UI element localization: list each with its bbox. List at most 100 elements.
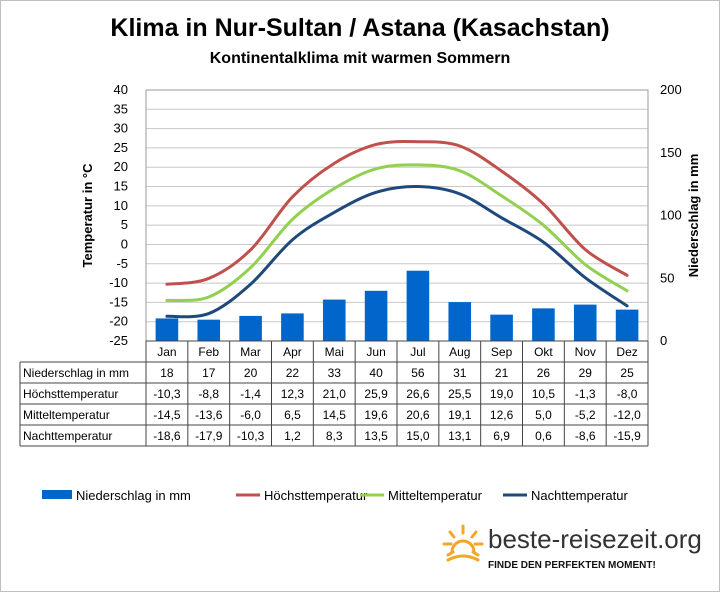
table-cell: 12,6 bbox=[490, 408, 514, 422]
table-cell: 5,0 bbox=[535, 408, 552, 422]
table-cell: -8,0 bbox=[617, 387, 638, 401]
precip-bar bbox=[281, 313, 304, 341]
table-cell: 21,0 bbox=[323, 387, 347, 401]
precip-bar bbox=[448, 302, 472, 341]
precip-bar bbox=[532, 308, 555, 341]
x-category-label: Jul bbox=[410, 345, 425, 359]
sun-icon bbox=[442, 524, 484, 562]
table-cell: 6,5 bbox=[284, 408, 301, 422]
table-cell: -14,5 bbox=[153, 408, 181, 422]
y-left-tick-label: -20 bbox=[109, 314, 128, 329]
x-category-label: Mar bbox=[240, 345, 261, 359]
mean-temp-line bbox=[165, 163, 629, 303]
x-category-label: Feb bbox=[198, 345, 219, 359]
table-cell: 40 bbox=[369, 366, 383, 380]
plot-area bbox=[145, 89, 649, 342]
legend-label: Höchsttemperatur bbox=[264, 488, 368, 503]
legend-label: Mitteltemperatur bbox=[388, 488, 483, 503]
brand-slogan: FINDE DEN PERFEKTEN MOMENT! bbox=[488, 560, 656, 571]
table-row-label: Niederschlag in mm bbox=[23, 366, 129, 380]
y-right-tick-label: 50 bbox=[660, 270, 674, 285]
table-row-label: Nachttemperatur bbox=[23, 429, 112, 443]
brand-name[interactable]: beste-reisezeit.org bbox=[488, 524, 702, 554]
table-cell: 26 bbox=[537, 366, 551, 380]
y-right-tick-label: 150 bbox=[660, 145, 682, 160]
table-cell: 8,3 bbox=[326, 429, 343, 443]
table-cell: 31 bbox=[453, 366, 467, 380]
table-cell: 25 bbox=[620, 366, 634, 380]
table-cell: -18,6 bbox=[153, 429, 181, 443]
y-left-tick-label: 35 bbox=[114, 101, 128, 116]
table-cell: 20 bbox=[244, 366, 258, 380]
legend-swatch bbox=[42, 490, 72, 499]
table-cell: -10,3 bbox=[237, 429, 265, 443]
table-cell: -8,6 bbox=[575, 429, 596, 443]
table-cell: 1,2 bbox=[284, 429, 301, 443]
table-cell: -12,0 bbox=[613, 408, 641, 422]
x-category-label: Dez bbox=[616, 345, 637, 359]
table-cell: 25,9 bbox=[364, 387, 388, 401]
table-cell: -5,2 bbox=[575, 408, 596, 422]
table-cell: 20,6 bbox=[406, 408, 430, 422]
table-cell: 10,5 bbox=[532, 387, 556, 401]
table-cell: -13,6 bbox=[195, 408, 223, 422]
y-left-tick-label: 30 bbox=[114, 121, 128, 136]
table-cell: 13,5 bbox=[364, 429, 388, 443]
y-right-tick-label: 0 bbox=[660, 333, 667, 348]
table-cell: 19,0 bbox=[490, 387, 514, 401]
y-left-tick-label: 5 bbox=[121, 217, 128, 232]
chart-subtitle: Kontinentalklima mit warmen Sommern bbox=[209, 50, 511, 67]
precip-bar bbox=[322, 299, 346, 341]
precip-bar bbox=[197, 319, 221, 341]
table-cell: 33 bbox=[328, 366, 342, 380]
legend-label: Niederschlag in mm bbox=[76, 488, 191, 503]
y-left-tick-label: 25 bbox=[114, 140, 128, 155]
x-category-label: Okt bbox=[534, 345, 553, 359]
table-cell: 12,3 bbox=[281, 387, 305, 401]
table-cell: 6,9 bbox=[493, 429, 510, 443]
table-cell: 56 bbox=[411, 366, 425, 380]
y-left-tick-label: -5 bbox=[116, 256, 128, 271]
table-cell: 19,6 bbox=[364, 408, 388, 422]
table-cell: 0,6 bbox=[535, 429, 552, 443]
x-category-label: Nov bbox=[575, 345, 596, 359]
precip-bar bbox=[239, 315, 262, 341]
precip-bar bbox=[615, 309, 639, 341]
y-left-tick-label: 15 bbox=[114, 179, 128, 194]
y-left-axis-title: Temperatur in °C bbox=[80, 163, 95, 268]
chart-title: Klima in Nur-Sultan / Astana (Kasachstan… bbox=[110, 14, 610, 42]
table-cell: 13,1 bbox=[448, 429, 472, 443]
table-cell: 15,0 bbox=[406, 429, 430, 443]
precip-bar bbox=[364, 290, 388, 341]
table-cell: 19,1 bbox=[448, 408, 472, 422]
x-category-label: Jan bbox=[157, 345, 176, 359]
table-cell: -6,0 bbox=[240, 408, 261, 422]
precip-bar bbox=[573, 304, 597, 341]
night-temp-line bbox=[165, 185, 629, 319]
y-right-tick-label: 200 bbox=[660, 82, 682, 97]
precip-bar bbox=[155, 318, 179, 341]
y-left-tick-label: -15 bbox=[109, 294, 128, 309]
legend-label: Nachttemperatur bbox=[531, 488, 628, 503]
table-cell: -10,3 bbox=[153, 387, 181, 401]
x-category-label: Apr bbox=[283, 345, 302, 359]
y-left-tick-label: 20 bbox=[114, 159, 128, 174]
table-cell: -15,9 bbox=[613, 429, 641, 443]
table-cell: 26,6 bbox=[406, 387, 430, 401]
table-cell: -1,3 bbox=[575, 387, 596, 401]
precip-bar bbox=[490, 314, 513, 341]
table-cell: -17,9 bbox=[195, 429, 223, 443]
precip-bar bbox=[406, 270, 430, 341]
y-left-tick-label: -10 bbox=[109, 275, 128, 290]
table-row-label: Höchsttemperatur bbox=[23, 387, 118, 401]
y-left-tick-label: -25 bbox=[109, 333, 128, 348]
table-cell: -1,4 bbox=[240, 387, 261, 401]
table-row-label: Mitteltemperatur bbox=[23, 408, 110, 422]
y-left-tick-label: 10 bbox=[114, 198, 128, 213]
y-right-tick-label: 100 bbox=[660, 208, 682, 223]
table-cell: 25,5 bbox=[448, 387, 472, 401]
table-cell: 29 bbox=[579, 366, 593, 380]
max-temp-line bbox=[165, 140, 629, 286]
y-right-axis-title: Niederschlag in mm bbox=[686, 154, 701, 278]
